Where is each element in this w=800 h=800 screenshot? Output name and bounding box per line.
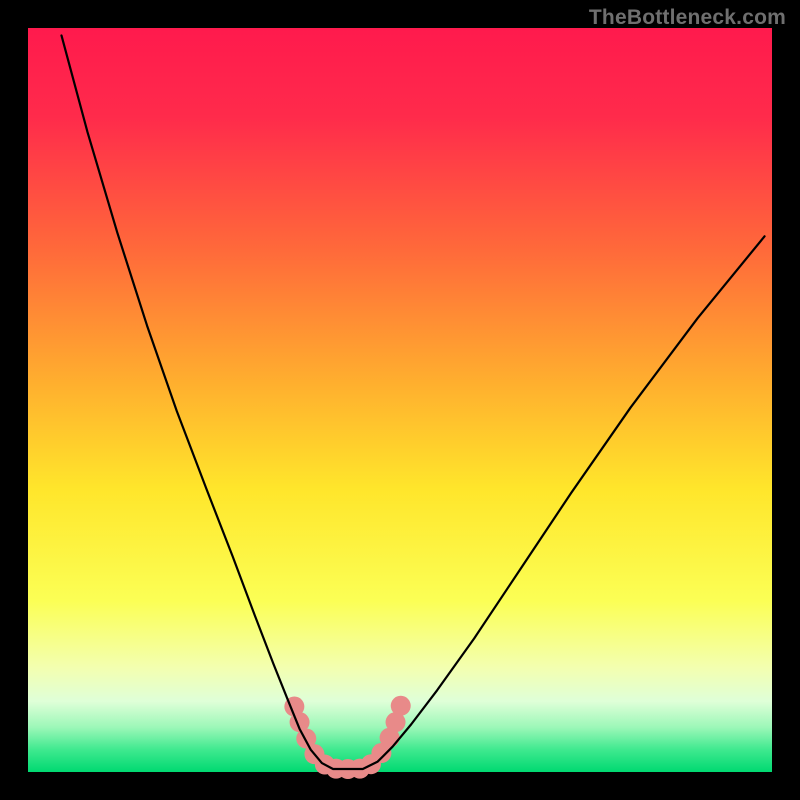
plot-background: [28, 28, 772, 772]
watermark-text: TheBottleneck.com: [589, 6, 786, 30]
chart-frame: TheBottleneck.com: [0, 0, 800, 800]
marker-dot: [391, 696, 411, 716]
chart-svg: [0, 0, 800, 800]
